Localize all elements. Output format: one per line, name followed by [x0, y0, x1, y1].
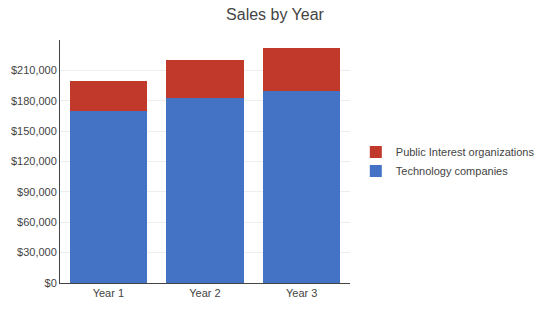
svg-text:Sales by Year: Sales by Year — [226, 6, 325, 23]
svg-text:$90,000: $90,000 — [17, 186, 57, 198]
svg-text:$210,000: $210,000 — [11, 64, 57, 76]
svg-text:$150,000: $150,000 — [11, 125, 57, 137]
svg-text:$120,000: $120,000 — [11, 155, 57, 167]
svg-text:$180,000: $180,000 — [11, 95, 57, 107]
svg-text:$0: $0 — [45, 277, 57, 289]
svg-text:Public Interest organizations: Public Interest organizations — [396, 146, 535, 158]
svg-text:Year 2: Year 2 — [189, 287, 220, 299]
svg-text:Year 1: Year 1 — [93, 287, 124, 299]
svg-text:Year 3: Year 3 — [286, 287, 317, 299]
svg-text:Technology companies: Technology companies — [396, 165, 508, 177]
svg-text:$30,000: $30,000 — [17, 246, 57, 258]
svg-text:$60,000: $60,000 — [17, 216, 57, 228]
